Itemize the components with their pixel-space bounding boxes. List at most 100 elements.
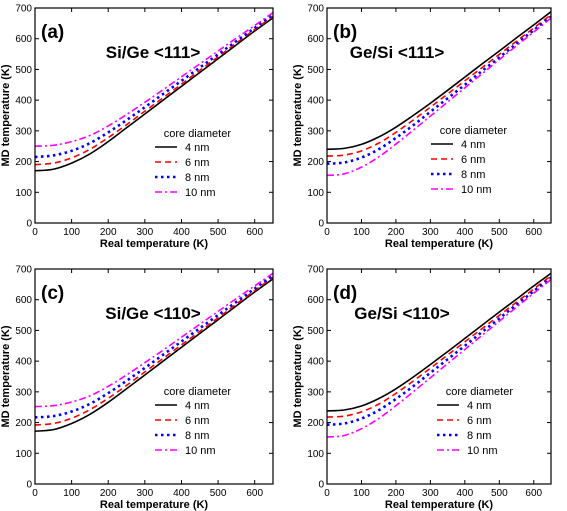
legend-entry: 6 nm [467,415,491,427]
legend-title: core diameter [440,125,508,137]
x-tick-label: 100 [63,227,80,238]
legend-entry: 10 nm [185,445,216,457]
y-tick-label: 100 [307,188,324,199]
series-line-4-nm [327,272,551,412]
y-tick-label: 600 [15,295,32,306]
x-tick-label: 600 [525,488,542,499]
y-tick-label: 300 [307,387,324,398]
y-tick-label: 0 [318,219,324,230]
x-tick-label: 400 [173,488,190,499]
y-tick-label: 400 [307,96,324,107]
series-line-10-nm [35,11,273,148]
y-tick-label: 0 [26,219,32,230]
y-axis-label: MD temperature (K) [0,325,12,427]
x-tick-label: 500 [491,488,508,499]
y-axis-label: MD temperature (K) [292,325,304,427]
legend-title: core diameter [446,386,514,398]
legend-entry: 4 nm [185,400,209,412]
panel-label: (b) [333,22,357,43]
y-tick-label: 200 [15,157,32,168]
chart-panel-1: 0 100 200 300 400 500 600 0 100 200 300 400 500 600 70… [0,4,274,250]
panel-title: Ge/Si <111> [350,43,445,62]
y-tick-label: 500 [307,326,324,337]
series-line-6-nm [327,14,551,157]
legend-title: core diameter [164,128,232,140]
legend-entry: 8 nm [467,430,491,442]
y-tick-label: 700 [307,265,324,276]
legend-entry: 8 nm [185,172,209,184]
x-tick-label: 400 [457,227,474,238]
y-tick-label: 500 [15,326,32,337]
x-tick-label: 500 [210,227,227,238]
legend-entry: 4 nm [461,139,485,151]
legend-entry: 8 nm [185,430,209,442]
x-tick-label: 0 [324,488,330,499]
y-tick-label: 600 [307,295,324,306]
x-tick-label: 200 [100,488,117,499]
chart-panel-4: 0 100 200 300 400 500 600 0 100 200 300 400 500 600 70… [292,265,552,511]
y-tick-label: 300 [15,387,32,398]
series-line-6-nm [35,276,273,426]
x-tick-label: 300 [137,227,154,238]
x-tick-label: 100 [353,227,370,238]
y-tick-label: 700 [307,4,324,15]
x-axis-label: Real temperature (K) [385,238,494,250]
series-line-8-nm [35,274,273,419]
x-tick-label: 600 [246,488,263,499]
plot-frame [34,268,274,485]
series-line-4-nm [35,278,273,432]
y-tick-label: 700 [15,4,32,15]
x-tick-label: 500 [210,488,227,499]
y-tick-label: 500 [15,65,32,76]
legend-entry: 10 nm [467,445,498,457]
plot-frame [326,268,552,485]
legend-entry: 8 nm [461,169,485,181]
x-tick-label: 400 [173,227,190,238]
panel-title: Si/Ge <111> [106,43,201,62]
series-line-6-nm [35,15,273,166]
x-tick-label: 100 [63,488,80,499]
y-tick-label: 300 [15,126,32,137]
x-axis-label: Real temperature (K) [100,238,209,250]
x-axis-label: Real temperature (K) [100,499,209,511]
y-tick-label: 200 [307,418,324,429]
x-tick-label: 200 [388,227,405,238]
y-axis-label: MD temperature (K) [0,64,12,166]
y-tick-label: 600 [15,34,32,45]
x-tick-label: 0 [32,227,38,238]
y-tick-label: 200 [15,418,32,429]
y-tick-label: 200 [307,157,324,168]
y-tick-label: 100 [15,188,32,199]
series-line-10-nm [327,17,551,177]
panel-title: Ge/Si <110> [354,304,450,323]
legend-entry: 4 nm [467,400,491,412]
x-tick-label: 400 [457,488,474,499]
x-tick-label: 200 [388,488,405,499]
y-tick-label: 400 [15,96,32,107]
legend-entry: 6 nm [461,154,485,166]
x-tick-label: 600 [525,227,542,238]
panel-label: (a) [41,22,64,43]
series-line-10-nm [327,278,551,438]
x-tick-label: 100 [353,488,370,499]
x-tick-label: 0 [32,488,38,499]
series-line-6-nm [327,275,551,418]
x-tick-label: 300 [422,227,439,238]
x-tick-label: 300 [422,488,439,499]
legend-entry: 6 nm [185,415,209,427]
panel-label: (d) [333,283,357,304]
y-axis-label: MD temperature (K) [292,64,304,166]
y-tick-label: 600 [307,34,324,45]
x-tick-label: 500 [491,227,508,238]
panel-title: Si/Ge <110> [105,304,201,323]
chart-panel-2: 0 100 200 300 400 500 600 0 100 200 300 400 500 600 70… [292,4,552,250]
plot-frame [34,7,274,224]
x-tick-label: 600 [246,227,263,238]
legend-entry: 4 nm [185,142,209,154]
y-tick-label: 700 [15,265,32,276]
legend-entry: 6 nm [185,157,209,169]
y-tick-label: 0 [318,480,324,491]
series-line-4-nm [35,17,273,172]
panel-label: (c) [41,283,64,304]
series-line-10-nm [35,272,273,408]
